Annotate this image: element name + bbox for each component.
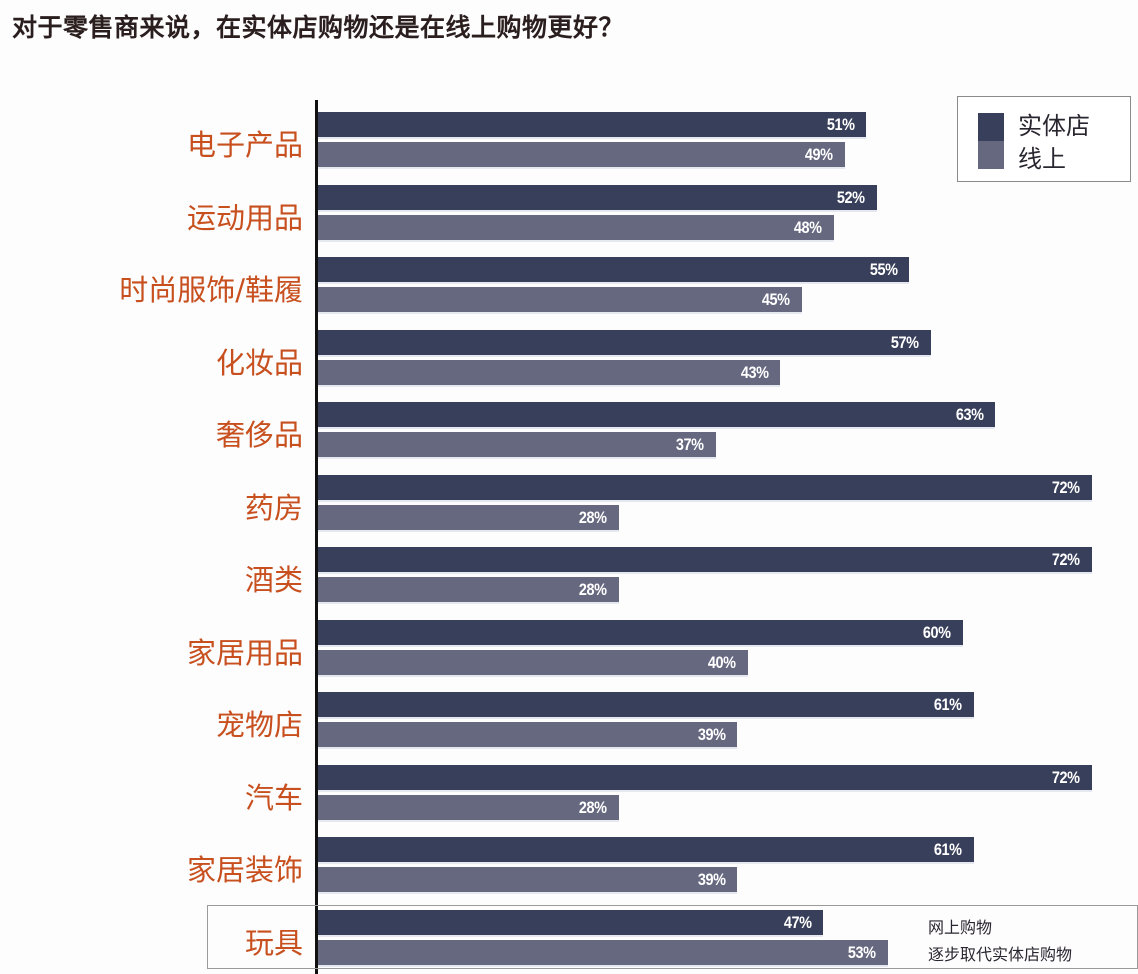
chart-row: 药房 72% 28% bbox=[0, 474, 1138, 535]
bar-store: 61% bbox=[318, 837, 974, 864]
legend-swatch-store bbox=[978, 113, 1004, 141]
legend-label-online: 线上 bbox=[1018, 145, 1066, 173]
category-label: 奢侈品 bbox=[215, 418, 303, 452]
category-label: 药房 bbox=[244, 490, 303, 525]
annotation-line-2: 逐步取代实体店购物 bbox=[928, 945, 1073, 964]
chart-row: 玩具 47% 53% bbox=[0, 909, 1138, 970]
bar-store: 72% bbox=[318, 547, 1092, 574]
bar-value-label: 39% bbox=[697, 870, 726, 889]
category-label: 宠物店 bbox=[215, 708, 303, 742]
bar-value-label: 51% bbox=[826, 115, 855, 134]
bar-value-label: 28% bbox=[579, 797, 607, 817]
category-label: 玩具 bbox=[244, 925, 303, 960]
bar-store: 63% bbox=[318, 402, 996, 429]
bar-value-label: 60% bbox=[923, 622, 951, 642]
bar-store: 61% bbox=[318, 692, 974, 719]
bar-online: 39% bbox=[318, 722, 738, 749]
bar-online: 53% bbox=[318, 939, 888, 967]
chart-row: 家居装饰 61% 39% bbox=[0, 837, 1138, 897]
bar-store: 47% bbox=[318, 909, 824, 937]
category-label: 运动用品 bbox=[186, 200, 303, 235]
bar-value-label: 52% bbox=[837, 187, 865, 207]
bar-value-label: 72% bbox=[1052, 550, 1080, 569]
category-label: 化妆品 bbox=[215, 345, 303, 380]
bar-online: 28% bbox=[318, 794, 619, 822]
category-label: 汽车 bbox=[244, 780, 303, 815]
bar-value-label: 57% bbox=[891, 332, 919, 352]
bar-value-label: 45% bbox=[762, 290, 790, 309]
bar-value-label: 48% bbox=[794, 217, 822, 237]
bar-online: 43% bbox=[318, 359, 781, 387]
bar-store: 52% bbox=[318, 184, 877, 212]
bar-value-label: 72% bbox=[1052, 477, 1080, 497]
bar-store: 57% bbox=[318, 329, 931, 357]
chart-row: 宠物店 61% 39% bbox=[0, 692, 1138, 752]
bar-online: 28% bbox=[318, 504, 619, 532]
chart-row: 化妆品 57% 43% bbox=[0, 329, 1138, 390]
bar-value-label: 43% bbox=[740, 362, 769, 382]
bar-value-label: 61% bbox=[934, 695, 962, 714]
bar-store: 60% bbox=[318, 619, 963, 647]
bar-online: 49% bbox=[318, 142, 845, 169]
bar-online: 48% bbox=[318, 214, 834, 242]
bar-online: 28% bbox=[318, 577, 619, 604]
chart-row: 时尚服饰/鞋履 55% 45% bbox=[0, 257, 1138, 317]
bar-store: 72% bbox=[318, 764, 1092, 792]
bar-value-label: 28% bbox=[579, 580, 607, 599]
y-axis-line bbox=[315, 100, 318, 974]
bar-online: 37% bbox=[318, 432, 716, 459]
bar-online: 45% bbox=[318, 287, 802, 314]
chart-row: 酒类 72% 28% bbox=[0, 547, 1138, 607]
bar-value-label: 72% bbox=[1052, 767, 1080, 787]
bar-value-label: 39% bbox=[697, 725, 726, 744]
bar-value-label: 61% bbox=[934, 840, 962, 859]
bar-store: 72% bbox=[318, 474, 1092, 502]
bar-value-label: 47% bbox=[783, 912, 812, 932]
bar-value-label: 63% bbox=[955, 405, 984, 424]
chart-row: 奢侈品 63% 37% bbox=[0, 402, 1138, 462]
chart-row: 运动用品 52% 48% bbox=[0, 184, 1138, 245]
bar-online: 40% bbox=[318, 649, 748, 677]
chart-row: 家居用品 60% 40% bbox=[0, 619, 1138, 680]
bar-value-label: 49% bbox=[805, 145, 833, 164]
bar-value-label: 37% bbox=[676, 435, 704, 454]
bar-value-label: 55% bbox=[869, 260, 898, 279]
chart-row: 电子产品 51% 49% bbox=[0, 112, 1138, 172]
chart-row: 汽车 72% 28% bbox=[0, 764, 1138, 825]
bar-online: 39% bbox=[318, 867, 738, 894]
bar-value-label: 40% bbox=[708, 652, 736, 672]
category-label: 电子产品 bbox=[186, 128, 303, 162]
legend-label-store: 实体店 bbox=[1018, 112, 1090, 140]
category-label: 家居装饰 bbox=[186, 853, 303, 887]
chart-title: 对于零售商来说，在实体店购物还是在线上购物更好？ bbox=[12, 13, 625, 42]
category-label: 家居用品 bbox=[186, 635, 303, 670]
bar-store: 51% bbox=[318, 112, 867, 139]
legend-swatch-online bbox=[978, 141, 1004, 169]
category-label: 时尚服饰/鞋履 bbox=[119, 273, 303, 307]
annotation-line-1: 网上购物 bbox=[928, 918, 993, 937]
bar-value-label: 53% bbox=[848, 942, 876, 962]
bar-value-label: 28% bbox=[579, 507, 607, 527]
legend: 实体店 线上 bbox=[957, 96, 1131, 182]
bar-store: 55% bbox=[318, 257, 910, 284]
category-label: 酒类 bbox=[244, 563, 303, 597]
